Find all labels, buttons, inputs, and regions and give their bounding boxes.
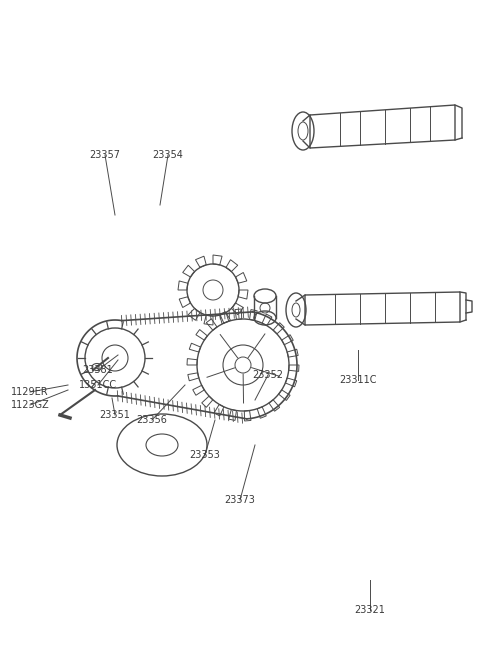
Text: 23354: 23354 [153, 150, 183, 160]
Text: 23311C: 23311C [339, 375, 377, 385]
Text: 23356: 23356 [137, 415, 168, 425]
Text: 23353: 23353 [190, 450, 220, 460]
Text: 23381: 23381 [83, 365, 113, 375]
Text: 23357: 23357 [89, 150, 120, 160]
Text: 23351: 23351 [99, 410, 131, 420]
Text: 23373: 23373 [225, 495, 255, 505]
Text: 1351CC: 1351CC [79, 380, 117, 390]
Text: 23352: 23352 [252, 370, 284, 380]
Text: 1129ER: 1129ER [11, 387, 49, 397]
Text: 23321: 23321 [355, 605, 385, 615]
Text: 1123GZ: 1123GZ [11, 400, 49, 410]
